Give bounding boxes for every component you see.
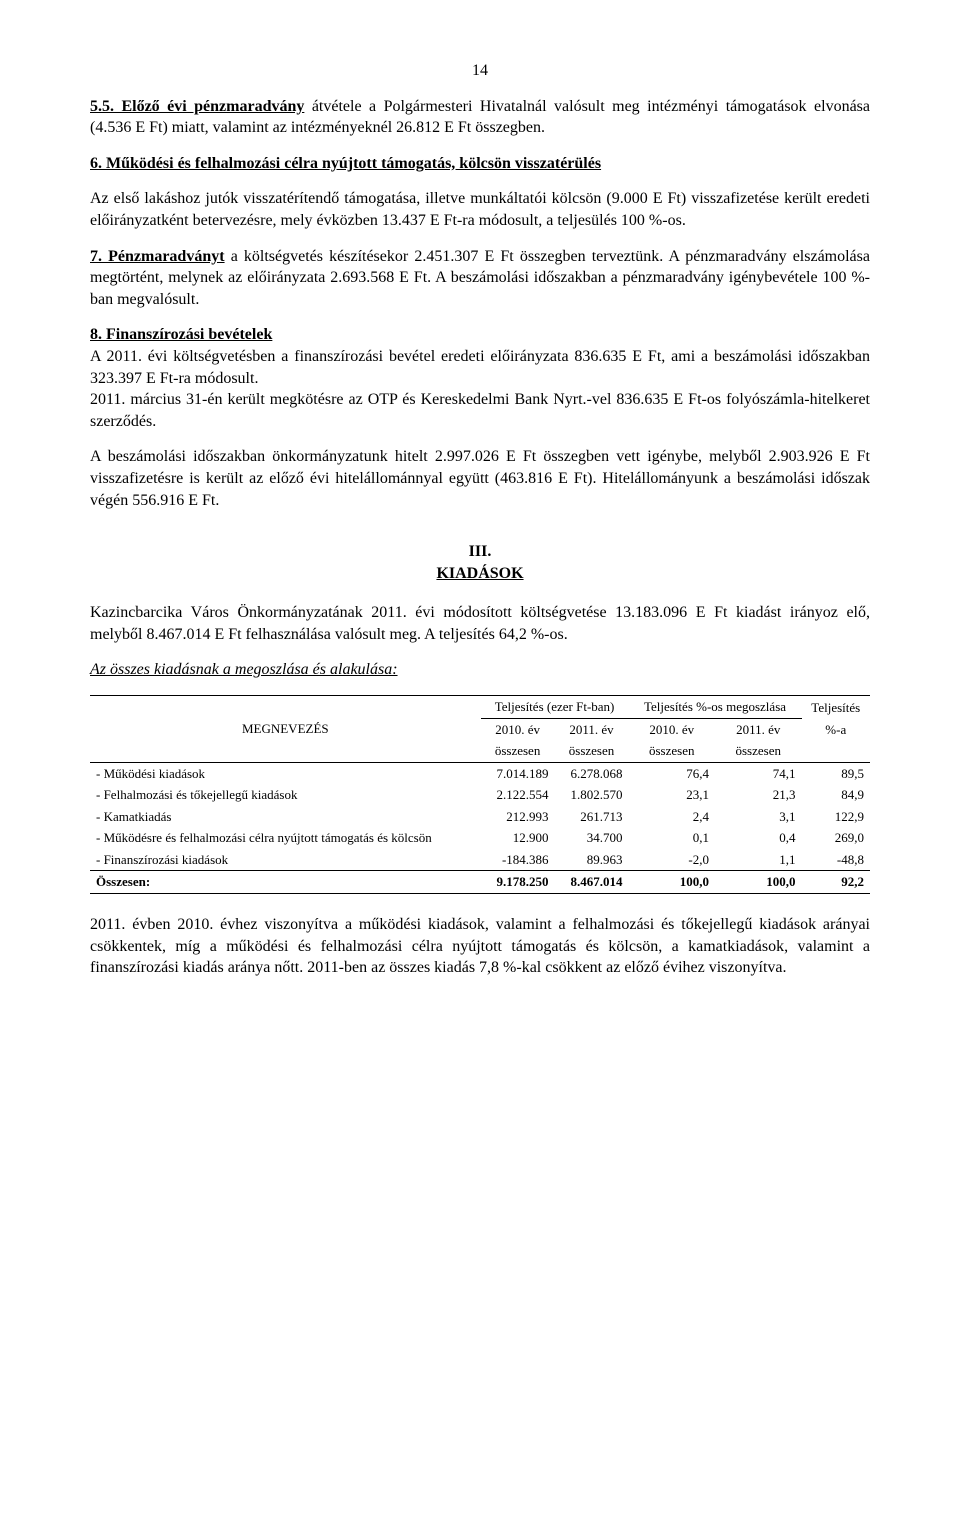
heading-8-label: 8. Finanszírozási bevételek bbox=[90, 326, 272, 343]
total-label: Összesen: bbox=[90, 871, 481, 894]
row-val: -2,0 bbox=[628, 849, 715, 871]
th-2010-b: 2010. év bbox=[628, 718, 715, 740]
row-val: -184.386 bbox=[481, 849, 555, 871]
row-label: - Működési kiadások bbox=[90, 762, 481, 784]
th-2010-a: 2010. év bbox=[481, 718, 555, 740]
row-label: - Felhalmozási és tőkejellegű kiadások bbox=[90, 784, 481, 806]
row-val: 0,1 bbox=[628, 827, 715, 849]
row-val: 76,4 bbox=[628, 762, 715, 784]
table-row: - Működésre és felhalmozási célra nyújto… bbox=[90, 827, 870, 849]
heading-7: 7. Pénzmaradványt bbox=[90, 248, 225, 265]
th-group-b: Teljesítés %-os megoszlása bbox=[628, 696, 801, 719]
table-row: - Finanszírozási kiadások-184.38689.963-… bbox=[90, 849, 870, 871]
row-val: 7.014.189 bbox=[481, 762, 555, 784]
row-val: 0,4 bbox=[715, 827, 802, 849]
row-val: 2,4 bbox=[628, 806, 715, 828]
table-row: - Kamatkiadás212.993261.7132,43,1122,9 bbox=[90, 806, 870, 828]
table-row: - Felhalmozási és tőkejellegű kiadások2.… bbox=[90, 784, 870, 806]
total-e: 92,2 bbox=[802, 871, 870, 894]
total-b: 8.467.014 bbox=[555, 871, 629, 894]
row-val: 89.963 bbox=[555, 849, 629, 871]
total-d: 100,0 bbox=[715, 871, 802, 894]
th-sub-b1: összesen bbox=[628, 740, 715, 762]
heading-6: 6. Működési és felhalmozási célra nyújto… bbox=[90, 153, 870, 175]
row-val: 84,9 bbox=[802, 784, 870, 806]
row-val: 74,1 bbox=[715, 762, 802, 784]
row-val: 1,1 bbox=[715, 849, 802, 871]
row-val: 12.900 bbox=[481, 827, 555, 849]
total-a: 9.178.250 bbox=[481, 871, 555, 894]
section-iii-heading: III. KIADÁSOK bbox=[90, 541, 870, 584]
section-iii-title: KIADÁSOK bbox=[90, 563, 870, 585]
th-megnevezes: MEGNEVEZÉS bbox=[90, 696, 481, 763]
heading-5-5: 5.5. Előző évi pénzmaradvány bbox=[90, 98, 304, 115]
row-val: 122,9 bbox=[802, 806, 870, 828]
row-val: 212.993 bbox=[481, 806, 555, 828]
row-label: - Finanszírozási kiadások bbox=[90, 849, 481, 871]
row-label: - Kamatkiadás bbox=[90, 806, 481, 828]
th-group-a: Teljesítés (ezer Ft-ban) bbox=[481, 696, 629, 719]
heading-6-label: 6. Működési és felhalmozási célra nyújto… bbox=[90, 155, 601, 172]
row-val: 269,0 bbox=[802, 827, 870, 849]
para-hitelt: A beszámolási időszakban önkormányzatunk… bbox=[90, 446, 870, 511]
row-val: 261.713 bbox=[555, 806, 629, 828]
row-val: 23,1 bbox=[628, 784, 715, 806]
th-sub-a1: összesen bbox=[481, 740, 555, 762]
para-8-b: 2011. március 31-én került megkötésre az… bbox=[90, 389, 870, 432]
table-intro: Az összes kiadásnak a megoszlása és alak… bbox=[90, 659, 870, 681]
row-val: 34.700 bbox=[555, 827, 629, 849]
th-pct: %-a bbox=[802, 718, 870, 740]
para-6: Az első lakáshoz jutók visszatérítendő t… bbox=[90, 188, 870, 231]
row-val: 1.802.570 bbox=[555, 784, 629, 806]
heading-8: 8. Finanszírozási bevételek bbox=[90, 324, 870, 346]
row-val: 2.122.554 bbox=[481, 784, 555, 806]
th-2011-a: 2011. év bbox=[555, 718, 629, 740]
para-5-5: 5.5. Előző évi pénzmaradvány átvétele a … bbox=[90, 96, 870, 139]
table-total-row: Összesen: 9.178.250 8.467.014 100,0 100,… bbox=[90, 871, 870, 894]
row-val: 3,1 bbox=[715, 806, 802, 828]
table-row: - Működési kiadások7.014.1896.278.06876,… bbox=[90, 762, 870, 784]
row-label: - Működésre és felhalmozási célra nyújto… bbox=[90, 827, 481, 849]
row-val: 21,3 bbox=[715, 784, 802, 806]
th-group-c: Teljesítés bbox=[802, 696, 870, 719]
row-val: -48,8 bbox=[802, 849, 870, 871]
page-number: 14 bbox=[90, 60, 870, 82]
para-8-a: A 2011. évi költségvetésben a finanszíro… bbox=[90, 346, 870, 389]
th-sub-b2: összesen bbox=[715, 740, 802, 762]
para-7: 7. Pénzmaradványt a költségvetés készíté… bbox=[90, 246, 870, 311]
row-val: 6.278.068 bbox=[555, 762, 629, 784]
kiadasok-table: MEGNEVEZÉS Teljesítés (ezer Ft-ban) Telj… bbox=[90, 695, 870, 894]
row-val: 89,5 bbox=[802, 762, 870, 784]
section-iii-num: III. bbox=[90, 541, 870, 563]
para-kazinc: Kazincbarcika Város Önkormányzatának 201… bbox=[90, 602, 870, 645]
th-sub-a2: összesen bbox=[555, 740, 629, 762]
table-intro-text: Az összes kiadásnak a megoszlása és alak… bbox=[90, 661, 398, 678]
para-footer: 2011. évben 2010. évhez viszonyítva a mű… bbox=[90, 914, 870, 979]
th-2011-b: 2011. év bbox=[715, 718, 802, 740]
total-c: 100,0 bbox=[628, 871, 715, 894]
